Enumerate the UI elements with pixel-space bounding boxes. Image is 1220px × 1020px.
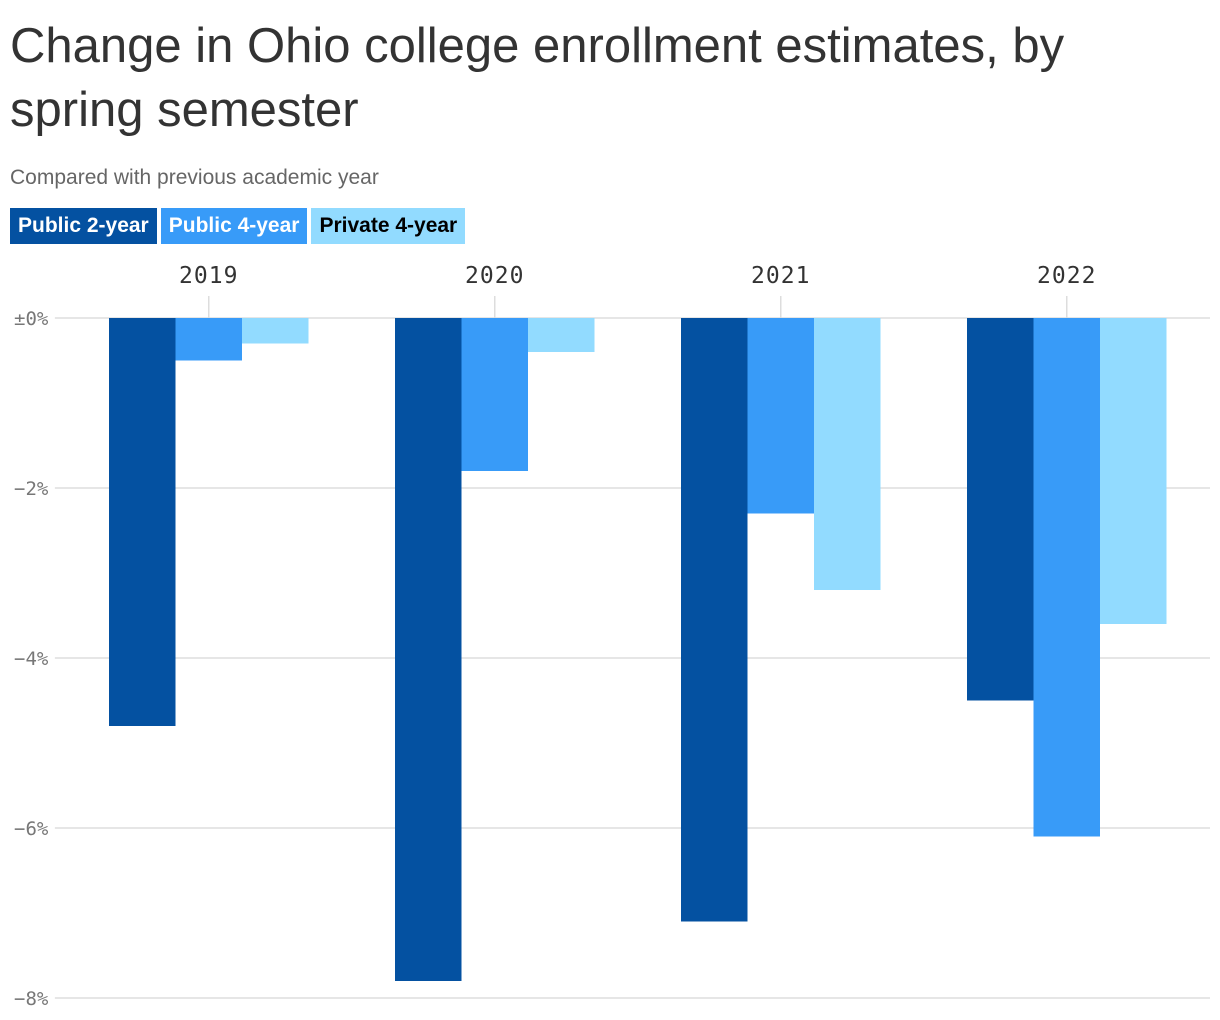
- bar-public-4-year-2019: [175, 318, 242, 361]
- bar-private-4-year-2021: [814, 318, 881, 590]
- bar-public-2-year-2021: [681, 318, 748, 922]
- bar-public-2-year-2022: [967, 318, 1034, 701]
- y-tick-label-bg: [10, 816, 55, 840]
- bar-public-4-year-2021: [747, 318, 814, 514]
- chart-title: Change in Ohio college enrollment estima…: [10, 19, 1065, 137]
- y-tick-label-bg: [10, 986, 55, 1010]
- y-tick-label: −6%: [14, 818, 49, 840]
- legend-item-private-4-year: Private 4-year: [311, 208, 466, 244]
- bar-public-4-year-2020: [461, 318, 528, 471]
- legend-item-public-2-year: Public 2-year: [10, 208, 157, 244]
- x-tick-label-2022: 2022: [1037, 263, 1096, 289]
- x-tick-label-2020: 2020: [465, 263, 524, 289]
- bar-private-4-year-2020: [528, 318, 595, 352]
- legend: Public 2-year Public 4-year Private 4-ye…: [10, 208, 466, 244]
- bar-private-4-year-2022: [1100, 318, 1167, 624]
- bar-public-2-year-2020: [395, 318, 462, 981]
- x-tick-label-2019: 2019: [179, 263, 238, 289]
- y-tick-label: −8%: [14, 988, 49, 1010]
- y-tick-label: ±0%: [14, 308, 49, 330]
- bar-private-4-year-2019: [242, 318, 309, 344]
- bar-public-2-year-2019: [109, 318, 176, 726]
- y-tick-label: −2%: [14, 478, 49, 500]
- legend-item-public-4-year: Public 4-year: [160, 208, 308, 244]
- y-tick-label-bg: [10, 476, 55, 500]
- y-tick-label-bg: [10, 306, 55, 330]
- y-tick-label: −4%: [14, 648, 49, 670]
- x-tick-label-2021: 2021: [751, 263, 810, 289]
- y-tick-label-bg: [10, 646, 55, 670]
- bar-public-4-year-2022: [1033, 318, 1100, 837]
- chart-subtitle: Compared with previous academic year: [10, 166, 379, 189]
